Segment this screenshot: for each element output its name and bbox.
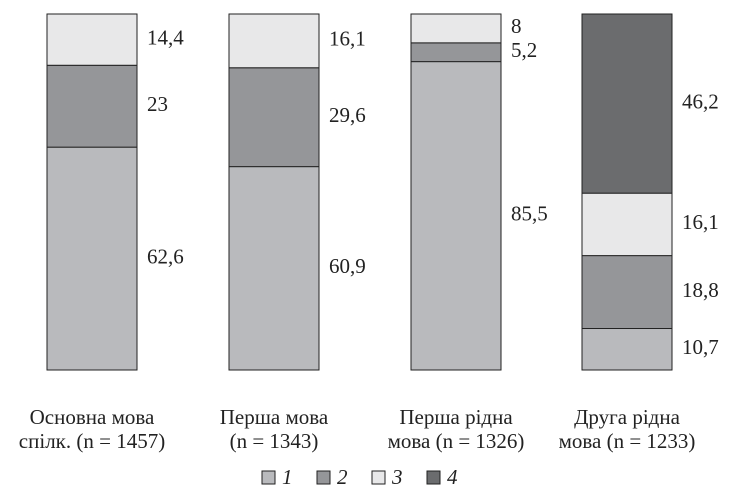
value-label: 46,2 bbox=[682, 89, 719, 113]
value-label: 18,8 bbox=[682, 278, 719, 302]
value-label: 60,9 bbox=[329, 254, 366, 278]
value-label: 14,4 bbox=[147, 25, 184, 49]
bar-segment bbox=[581, 328, 673, 371]
legend-label: 1 bbox=[282, 465, 293, 489]
value-label: 5,2 bbox=[511, 38, 537, 62]
legend-label: 2 bbox=[337, 465, 348, 489]
legend-swatch bbox=[261, 470, 276, 485]
bar-segment bbox=[581, 192, 673, 257]
bar-segment bbox=[46, 64, 138, 148]
value-label: 23 bbox=[147, 92, 168, 116]
bar-segment bbox=[410, 13, 502, 44]
value-label: 8 bbox=[511, 14, 522, 38]
category-label: мова (n = 1326) bbox=[388, 429, 525, 453]
value-label: 85,5 bbox=[511, 202, 548, 226]
value-label: 16,1 bbox=[682, 210, 719, 234]
legend-label: 4 bbox=[447, 465, 458, 489]
category-label: (n = 1343) bbox=[230, 429, 319, 453]
legend-swatch bbox=[371, 470, 386, 485]
bar-segment bbox=[46, 13, 138, 66]
category-label: Перша рідна bbox=[399, 405, 513, 429]
bar-segment bbox=[581, 13, 673, 194]
category-label: спілк. (n = 1457) bbox=[19, 429, 165, 453]
value-label: 10,7 bbox=[682, 335, 719, 359]
bar-segment bbox=[410, 61, 502, 371]
value-label: 62,6 bbox=[147, 244, 184, 268]
bar-segment bbox=[228, 166, 320, 371]
category-label: Перша мова bbox=[220, 405, 329, 429]
bar-segment bbox=[228, 13, 320, 69]
bar-segment bbox=[410, 42, 502, 63]
legend-swatch bbox=[316, 470, 331, 485]
bar-segment bbox=[228, 67, 320, 168]
category-label: Друга рідна bbox=[574, 405, 680, 429]
bar-segment bbox=[581, 255, 673, 330]
value-label: 29,6 bbox=[329, 103, 366, 127]
legend-swatch bbox=[426, 470, 441, 485]
value-label: 16,1 bbox=[329, 27, 366, 51]
legend-label: 3 bbox=[391, 465, 403, 489]
bar-segment bbox=[46, 146, 138, 371]
category-label: мова (n = 1233) bbox=[559, 429, 696, 453]
category-label: Основна мова bbox=[30, 405, 155, 429]
